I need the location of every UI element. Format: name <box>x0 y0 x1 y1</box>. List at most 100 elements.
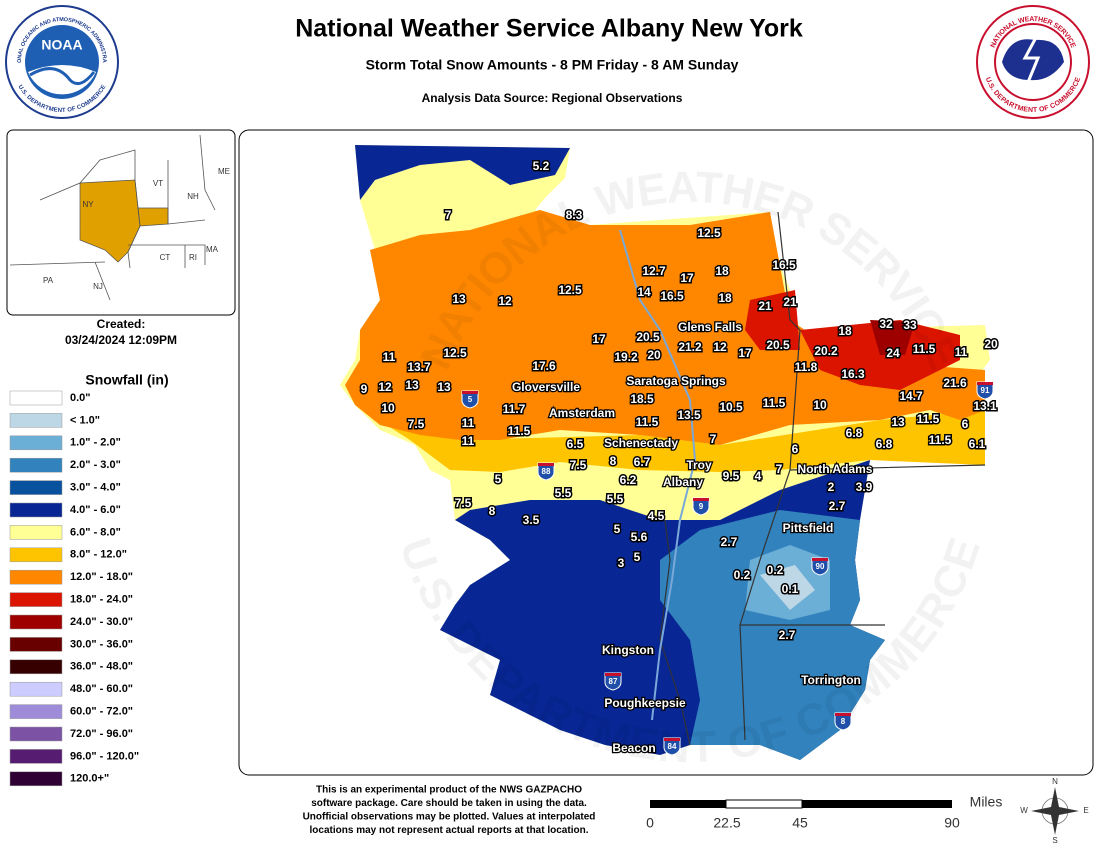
legend-label: 4.0" - 6.0" <box>70 504 121 516</box>
snow-observation: 13 <box>891 415 905 429</box>
city-label: Troy <box>686 458 712 472</box>
snow-observation: 12 <box>713 340 727 354</box>
snow-observation: 14 <box>637 285 651 299</box>
snow-observation: 10 <box>813 398 827 412</box>
state-label: NH <box>187 192 199 201</box>
snow-observation: 13.7 <box>407 360 431 374</box>
snow-observation: 24 <box>886 346 900 360</box>
state-label: NJ <box>93 282 103 291</box>
legend-swatch <box>9 390 63 406</box>
noaa-logo: NOAA NATIONAL OCEANIC AND ATMOSPHERIC AD… <box>0 0 119 119</box>
compass <box>1031 787 1079 835</box>
highway-shield-top <box>664 738 680 741</box>
legend-swatch <box>9 659 63 675</box>
highway-shield <box>811 557 829 576</box>
snow-observation: 13.1 <box>973 399 997 413</box>
snow-observation: 5 <box>634 550 641 564</box>
logo-text: NOAA <box>41 37 82 53</box>
compass-letters: N E S W <box>1020 777 1088 845</box>
highway-label: 87 <box>609 677 618 686</box>
snow-observation: 20.5 <box>636 330 660 344</box>
snow-observation: 10.5 <box>719 400 743 414</box>
state-label: MA <box>206 245 219 254</box>
legend-label: 18.0" - 24.0" <box>70 594 133 606</box>
state-label: PA <box>43 276 54 285</box>
snow-observation: 11.5 <box>508 424 531 438</box>
snow-observation: 2.7 <box>779 628 796 642</box>
snow-observation: 13.5 <box>677 408 701 422</box>
snow-observation: 21 <box>783 295 797 309</box>
scale-label: 90 <box>944 815 960 831</box>
city-label: Amsterdam <box>549 406 615 420</box>
disclaimer-line: locations may not represent actual repor… <box>310 825 589 836</box>
snow-observation: 0.1 <box>782 582 799 596</box>
highway-shield <box>692 497 710 516</box>
snow-observation: 6.7 <box>634 455 651 469</box>
snow-observation: 32 <box>879 317 893 331</box>
snow-observation: 21 <box>758 299 772 313</box>
highway-label: 90 <box>816 562 825 571</box>
snow-observation: 4.5 <box>648 509 665 523</box>
cities: Glens Falls Gloversville Saratoga Springs A… <box>511 319 874 757</box>
snow-observation: 10 <box>381 401 395 415</box>
snow-observation: 16.3 <box>841 367 865 381</box>
city-label: Albany <box>663 475 703 489</box>
inset-map: NY VT NH ME MA CT RI PA NJ <box>6 129 236 316</box>
snow-observation: 11 <box>462 434 475 448</box>
legend-swatch <box>9 457 63 473</box>
city-label: Kingston <box>602 643 654 657</box>
city-label: Saratoga Springs <box>626 374 726 388</box>
legend-swatch <box>9 592 63 607</box>
city-label: Gloversville <box>512 380 580 394</box>
legend-title: Snowfall (in) <box>85 372 168 388</box>
snow-observation: 17.6 <box>532 359 556 373</box>
snow-observation: 8.3 <box>566 208 583 222</box>
highway-label: 84 <box>668 742 677 751</box>
snow-observation: 11 <box>383 350 396 364</box>
source: Analysis Data Source: Regional Observati… <box>422 91 683 105</box>
scale-label: 0 <box>646 815 654 831</box>
title: National Weather Service Albany New York <box>295 15 803 43</box>
legend-swatch <box>9 435 63 451</box>
legend-label: 60.0" - 72.0" <box>70 706 133 718</box>
compass-letter: E <box>1083 806 1088 815</box>
highway-shield-top <box>605 673 621 676</box>
snow-observation: 8 <box>610 454 617 468</box>
legend-label: 6.0" - 8.0" <box>70 526 121 538</box>
snow-observation: 14.7 <box>899 389 923 403</box>
legend-swatch <box>9 704 63 719</box>
legend-label: 36.0" - 48.0" <box>70 661 133 673</box>
scale-unit: Miles <box>970 794 1003 810</box>
snow-observation: 11 <box>462 416 475 430</box>
highway-shield <box>461 390 479 409</box>
highway-shield <box>976 381 994 400</box>
highway-shield <box>537 462 555 481</box>
snow-observation: 33 <box>903 318 917 332</box>
snow-observation: 6.8 <box>846 426 863 440</box>
highway-label: 5 <box>468 395 473 404</box>
legend-swatch <box>9 614 63 630</box>
legend-swatch <box>9 480 63 495</box>
legend-label: 0.0" <box>70 392 91 404</box>
scale-labels: 0 22.5 45 90 <box>646 815 960 831</box>
snow-observation: 5 <box>614 522 621 536</box>
snow-observation: 12 <box>378 380 392 394</box>
snow-observation: 13 <box>437 380 451 394</box>
legend-label: 48.0" - 60.0" <box>70 683 133 695</box>
city-label: Pittsfield <box>783 521 834 535</box>
snow-observation: 20 <box>984 337 998 351</box>
snow-observation: 11.5 <box>636 415 659 429</box>
snow-observation: 7.5 <box>455 496 472 510</box>
snow-observation: 12.5 <box>697 226 721 240</box>
snow-observation: 9 <box>361 382 368 396</box>
city-label: Schenectady <box>604 436 678 450</box>
snow-observation: 18 <box>718 291 732 305</box>
created-date: 03/24/2024 12:09PM <box>65 333 177 347</box>
highway-shield-top <box>693 498 709 501</box>
legend-swatch <box>9 525 63 540</box>
legend-swatch <box>9 749 63 764</box>
snow-observation: 7 <box>776 462 783 476</box>
